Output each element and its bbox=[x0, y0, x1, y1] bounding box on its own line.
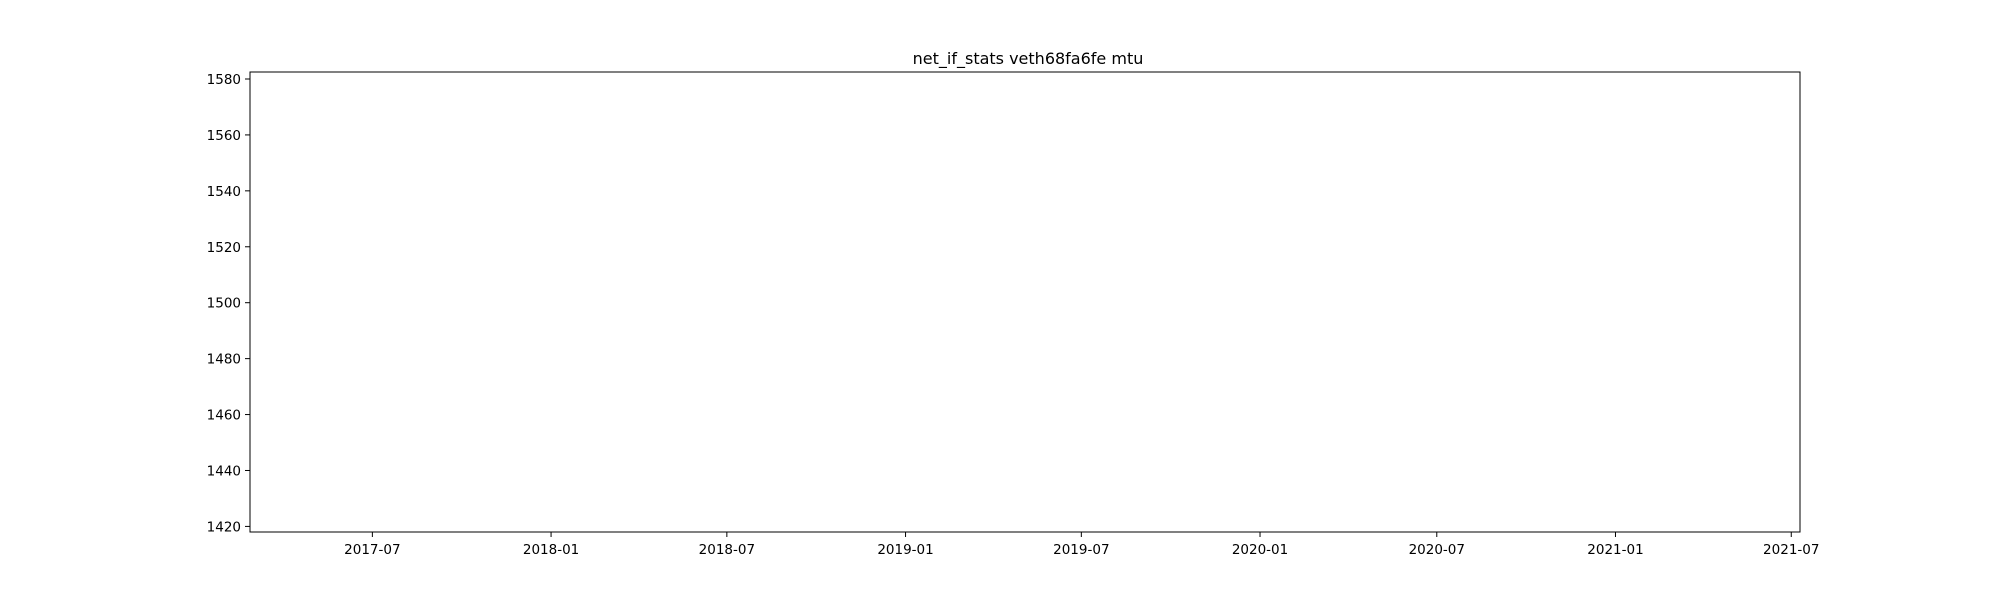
chart-title: net_if_stats veth68fa6fe mtu bbox=[913, 49, 1144, 69]
x-tick-label: 2020-07 bbox=[1409, 542, 1465, 558]
x-tick-label: 2020-01 bbox=[1232, 542, 1288, 558]
y-tick-label: 1480 bbox=[207, 352, 241, 368]
y-tick-label: 1420 bbox=[207, 519, 241, 535]
plot-area bbox=[249, 71, 1801, 533]
y-axis: 1420 1440 1460 1480 1500 1520 1540 1560 1580 bbox=[207, 72, 250, 535]
x-axis: 2017-07 2018-01 2018-07 2019-01 2019-07 2020-… bbox=[344, 532, 1819, 558]
y-tick-label: 1520 bbox=[207, 240, 241, 256]
y-tick-label: 1560 bbox=[207, 128, 241, 144]
y-tick-label: 1580 bbox=[207, 72, 241, 88]
y-tick-label: 1440 bbox=[207, 463, 241, 479]
x-tick-label: 2018-07 bbox=[699, 542, 755, 558]
x-tick-label: 2017-07 bbox=[344, 542, 400, 558]
y-tick-label: 1540 bbox=[207, 184, 241, 200]
x-tick-label: 2021-07 bbox=[1763, 542, 1819, 558]
y-tick-label: 1500 bbox=[207, 296, 241, 312]
x-tick-label: 2019-07 bbox=[1053, 542, 1109, 558]
x-tick-label: 2018-01 bbox=[523, 542, 579, 558]
x-tick-label: 2019-01 bbox=[877, 542, 933, 558]
x-tick-label: 2021-01 bbox=[1587, 542, 1643, 558]
y-tick-label: 1460 bbox=[207, 408, 241, 424]
